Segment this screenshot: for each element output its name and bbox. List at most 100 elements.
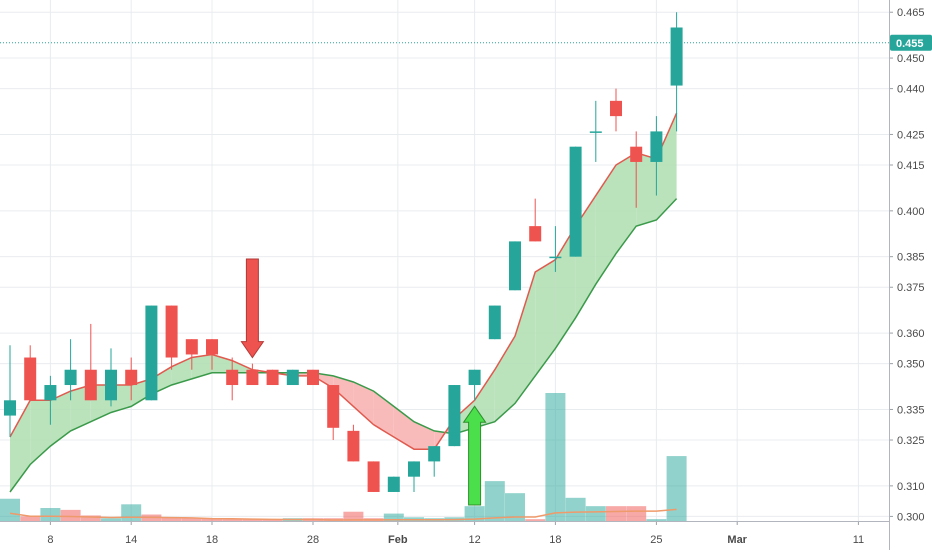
candle-body [206, 339, 218, 355]
y-tick-label: 0.400 [897, 206, 925, 218]
volume-bar [525, 519, 546, 521]
y-tick-label: 0.325 [897, 435, 925, 447]
x-tick-label: Mar [727, 534, 747, 546]
candle-body [468, 369, 481, 386]
candle-body [529, 226, 542, 242]
volume-bar [40, 508, 61, 521]
cloud-segment [50, 391, 71, 447]
volume-bar [0, 498, 20, 521]
cloud-segment [333, 375, 354, 407]
volume-bar [484, 481, 505, 521]
candle-body [226, 369, 239, 386]
slow-line [9, 198, 678, 493]
volume-bar [60, 509, 81, 521]
volume-bar [666, 456, 687, 521]
volume-bars [0, 393, 687, 521]
y-tick-label: 0.450 [897, 53, 925, 65]
candle-body [569, 146, 582, 257]
cloud-segment [30, 400, 51, 465]
candle-body [84, 369, 97, 401]
y-tick-label: 0.440 [897, 84, 925, 96]
cloud-segment [616, 152, 637, 254]
volume-ma-line [9, 508, 677, 521]
cloud-segment [10, 400, 31, 492]
x-tick-label: 18 [206, 534, 218, 546]
volume-bar [626, 506, 647, 521]
volume-bar [545, 393, 566, 521]
sell-signal-arrow [240, 258, 265, 359]
candle-body [549, 256, 562, 259]
volume-bar [646, 519, 667, 521]
y-tick-label: 0.415 [897, 160, 925, 172]
y-axis[interactable]: 0.300 0.310 0.325 0.335 0.350 0.360 0.375 0.385… [889, 0, 925, 550]
y-tick-label: 0.310 [897, 481, 925, 493]
candle-body [670, 27, 683, 86]
cloud-segment [515, 272, 536, 404]
candle-body [44, 385, 57, 401]
cloud-segment [171, 357, 192, 385]
x-axis[interactable]: 8 14 18 28 Feb 12 18 25 Mar 11 [0, 521, 889, 546]
volume-bar [222, 519, 243, 521]
candle-body [408, 461, 420, 477]
x-tick-label: 11 [853, 534, 864, 546]
candle-body [327, 385, 340, 428]
y-tick-label: 0.335 [897, 404, 925, 416]
fast-line [9, 112, 678, 450]
cloud-segment [414, 421, 435, 450]
candle-body [125, 369, 138, 386]
volume-bar [464, 506, 485, 521]
cloud-segment [494, 336, 515, 422]
candle-body [650, 131, 663, 162]
candle-body [266, 369, 279, 386]
y-tick-label: 0.465 [897, 7, 925, 19]
candle-body [509, 241, 521, 291]
candle-body [246, 369, 259, 386]
volume-bar [343, 511, 364, 521]
candle-body [387, 476, 400, 492]
candle-body [24, 357, 37, 401]
candle-body [589, 131, 602, 133]
candles [4, 12, 683, 492]
volume-bar [161, 517, 182, 521]
candle-body [347, 430, 360, 462]
candle-body [448, 385, 461, 447]
signal-arrows [240, 258, 487, 506]
candle-body [165, 305, 178, 358]
cloud-segment [595, 165, 616, 285]
volume-bar [121, 504, 142, 521]
x-tick-label: 25 [650, 534, 662, 546]
volume-bar [242, 519, 263, 521]
grid [0, 0, 889, 521]
candle-body [185, 339, 198, 355]
volume-bar [181, 518, 202, 521]
cloud-segment [656, 113, 677, 220]
volume-bar [585, 506, 606, 521]
volume-bar [20, 516, 41, 521]
candle-body [630, 146, 643, 162]
candle-body [488, 305, 501, 340]
volume-bar [80, 515, 101, 521]
candle-body [105, 369, 117, 401]
candle-body [286, 369, 299, 386]
y-tick-label: 0.350 [897, 359, 925, 371]
x-tick-label: 18 [549, 534, 561, 546]
candle-body [610, 100, 622, 117]
current-price-badge [890, 34, 932, 51]
volume-bar [202, 518, 222, 521]
candle-body [145, 305, 158, 401]
candle-body [307, 369, 319, 386]
x-tick-label: 28 [307, 534, 319, 546]
buy-signal-arrow [462, 405, 487, 506]
y-tick-label: 0.300 [897, 511, 925, 523]
cloud-segment [535, 259, 556, 376]
y-tick-label: 0.425 [897, 129, 925, 141]
candle-body [428, 446, 441, 462]
x-tick-label: 14 [125, 534, 137, 546]
cloud-segment [636, 152, 657, 227]
current-price-line: 0.455 [0, 34, 932, 51]
cloud-segment [191, 354, 212, 379]
volume-bar [505, 493, 525, 521]
volume-bar [565, 497, 586, 521]
